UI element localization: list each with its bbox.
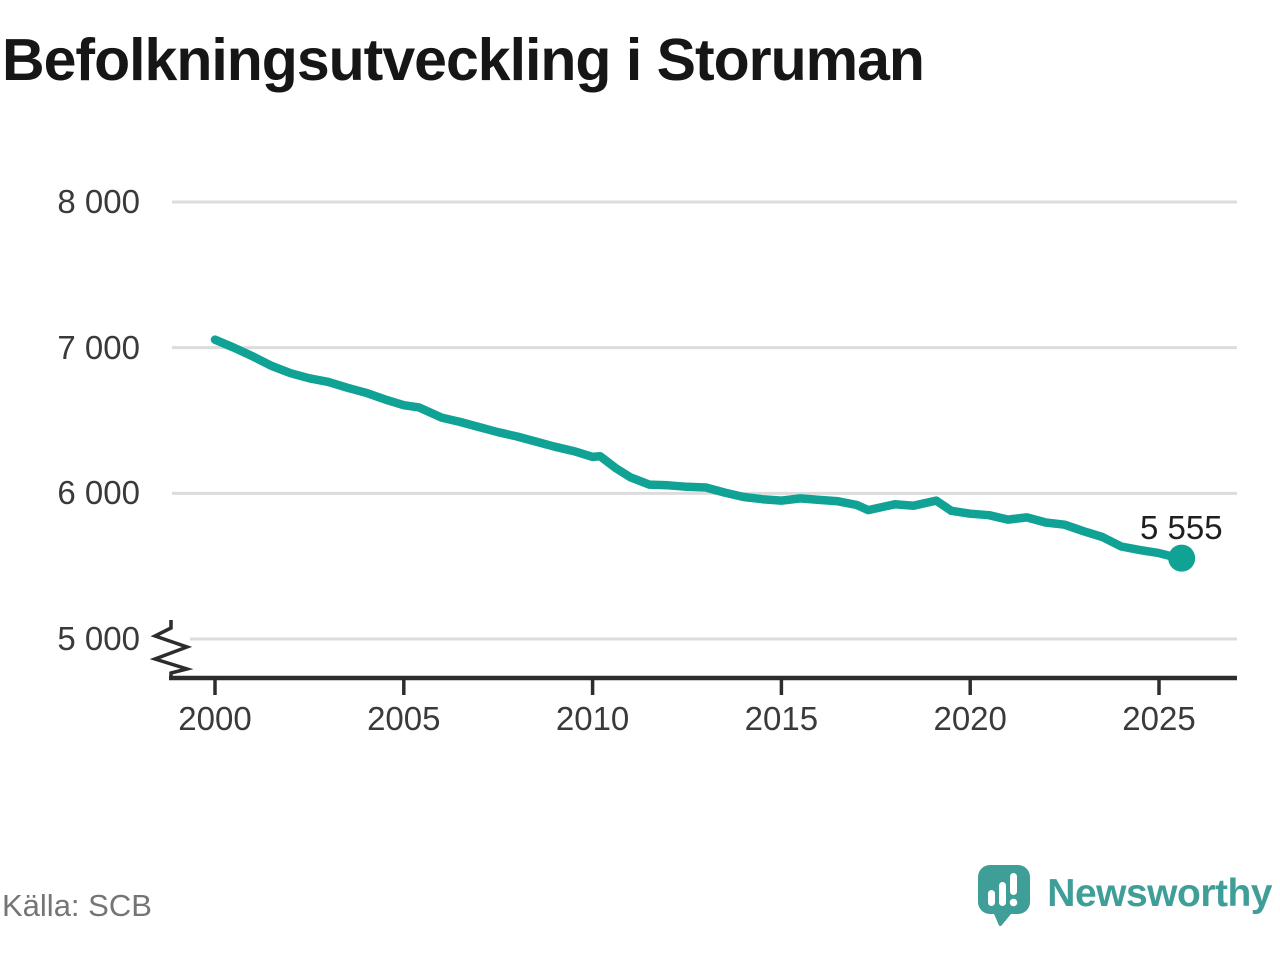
axis-break-zigzag [149, 620, 194, 679]
newsworthy-logo: Newsworthy [977, 864, 1272, 926]
x-axis-tick-label: 2005 [367, 700, 441, 737]
chart-title: Befolkningsutveckling i Storuman [2, 27, 925, 93]
x-axis-tick-label: 2020 [933, 700, 1007, 737]
y-axis-tick-label: 5 000 [57, 620, 140, 657]
latest-value-dot [1168, 544, 1196, 572]
latest-value-label: 5 555 [1140, 509, 1223, 546]
x-axis-tick-label: 2000 [178, 700, 252, 737]
source-caption: Källa: SCB [2, 888, 152, 923]
y-axis-tick-label: 8 000 [57, 183, 140, 220]
x-axis-tick-label: 2015 [744, 700, 819, 737]
speech-bubble-bar-chart-icon [978, 865, 1031, 926]
brand-wordmark: Newsworthy [1047, 872, 1272, 915]
population-line [210, 335, 1186, 563]
x-axis-tick-label: 2025 [1122, 700, 1196, 737]
x-axis-tick-label: 2010 [555, 700, 630, 737]
y-axis-tick-label: 7 000 [57, 328, 140, 366]
y-axis-tick-label: 6 000 [57, 474, 140, 512]
